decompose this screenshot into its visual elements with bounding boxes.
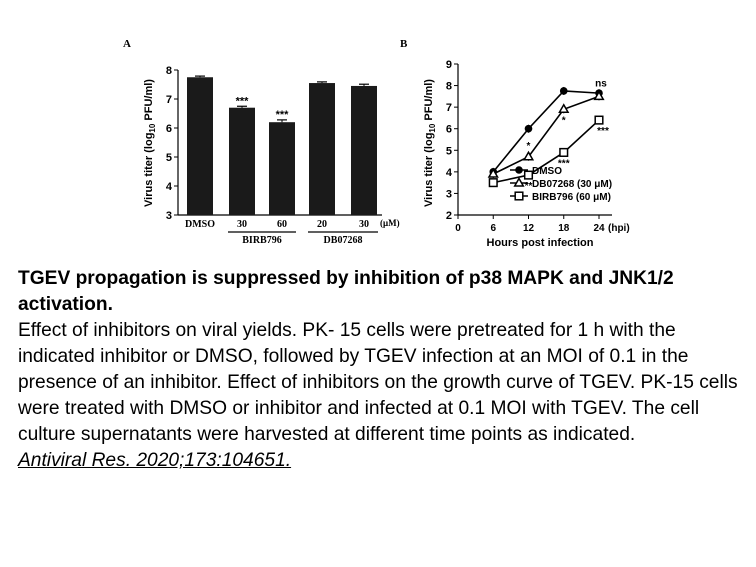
b-legend-label-2: BIRB796 (60 μM) (532, 192, 611, 203)
a-bar-1 (229, 107, 255, 215)
a-category-label: 20 (317, 219, 327, 230)
b-significance-label: ns (595, 78, 607, 89)
b-legend-marker-0 (515, 166, 523, 174)
b-x-unit-label: (hpi) (608, 223, 630, 234)
b-y-tick-label: 7 (446, 102, 452, 114)
a-category-label: 30 (237, 219, 247, 230)
b-x-tick-label: 12 (523, 223, 535, 234)
a-y-tick-label: 7 (166, 94, 172, 106)
b-x-axis-label: Hours post infection (487, 237, 594, 249)
panel-b-plot: 2 3 4 5 6 7 8 9 0 6 12 18 24 (hpi) Hours post infectio… (423, 59, 630, 249)
b-y-tick-label: 6 (446, 124, 452, 136)
b-point-1-3 (593, 90, 605, 101)
b-point-0-2 (559, 87, 568, 95)
panel-b: B 2 3 4 5 6 7 8 9 0 6 12 18 24 (hpi) Hours post infect… (400, 38, 630, 249)
b-significance-label: *** (558, 158, 570, 169)
panel-a-plot: 3 4 5 6 7 8 Virus titer (log10 PFU/ml) DMSO *** 3… (143, 65, 400, 246)
b-y-axis-label: Virus titer (log10 PFU/ml) (423, 79, 437, 207)
b-legend-label-0: DMSO (532, 166, 562, 177)
b-legend-label-1: DB07268 (30 μM) (532, 179, 612, 190)
b-significance-label: * (527, 141, 531, 152)
b-significance-label: *** (597, 126, 609, 137)
b-y-tick-label: 3 (446, 188, 452, 200)
b-point-2-2 (559, 147, 569, 157)
a-category-label: 60 (277, 219, 287, 230)
b-y-tick-label: 2 (446, 210, 452, 222)
b-legend-marker-1 (513, 176, 525, 187)
a-y-axis-label: Virus titer (log10 PFU/ml) (143, 79, 157, 207)
a-significance-label: *** (276, 109, 290, 121)
a-group-label-0: BIRB796 (242, 235, 281, 246)
figure-caption: TGEV propagation is suppressed by inhibi… (18, 266, 754, 474)
a-category-label: DMSO (185, 219, 215, 230)
b-point-1-0 (487, 168, 499, 178)
caption-title: TGEV propagation is suppressed by inhibi… (18, 268, 674, 315)
b-significance-label: ** (525, 181, 533, 192)
b-x-tick-label: 6 (490, 223, 496, 234)
b-significance-label: * (562, 115, 566, 126)
b-x-tick-label: 18 (558, 223, 570, 234)
caption-body: Effect of inhibitors on viral yields. PK… (18, 320, 738, 445)
a-unit-label: (μM) (380, 218, 400, 228)
a-y-tick-label: 8 (166, 65, 172, 77)
b-point-2-3 (594, 115, 604, 125)
panel-a: A 3 4 5 6 7 8 Virus titer (log10 PFU/ml) DMSO **… (123, 38, 400, 246)
a-bar-0 (187, 77, 213, 215)
b-point-2-1 (523, 170, 534, 180)
b-point-1-2 (558, 103, 570, 114)
b-series-line-2 (493, 119, 600, 184)
a-bar-3 (309, 83, 335, 215)
b-y-tick-label: 8 (446, 81, 452, 93)
panel-a-letter: A (123, 38, 131, 50)
a-group-label-1: DB07268 (324, 235, 363, 246)
a-category-label: 30 (359, 219, 369, 230)
b-point-0-1 (524, 124, 533, 133)
a-y-tick-label: 3 (166, 210, 172, 222)
b-series-line-1 (492, 95, 600, 175)
b-series-line-0 (492, 90, 600, 173)
citation-link[interactable]: Antiviral Res. 2020;173:104651. (18, 450, 292, 471)
b-x-tick-label: 24 (593, 223, 605, 234)
panel-b-letter: B (400, 38, 408, 50)
b-x-tick-label: 0 (455, 223, 461, 234)
a-y-tick-label: 6 (166, 123, 172, 135)
b-y-tick-label: 4 (446, 167, 453, 179)
a-y-tick-label: 4 (166, 181, 173, 193)
b-y-tick-label: 5 (446, 145, 452, 157)
b-legend-marker-2 (514, 191, 524, 201)
a-bar-2 (269, 122, 295, 215)
a-significance-label: *** (236, 95, 250, 107)
a-bar-4 (351, 85, 377, 215)
b-point-1-1 (522, 150, 535, 161)
a-y-tick-label: 5 (166, 152, 172, 164)
b-point-2-0 (488, 178, 498, 188)
b-y-tick-label: 9 (446, 59, 452, 71)
